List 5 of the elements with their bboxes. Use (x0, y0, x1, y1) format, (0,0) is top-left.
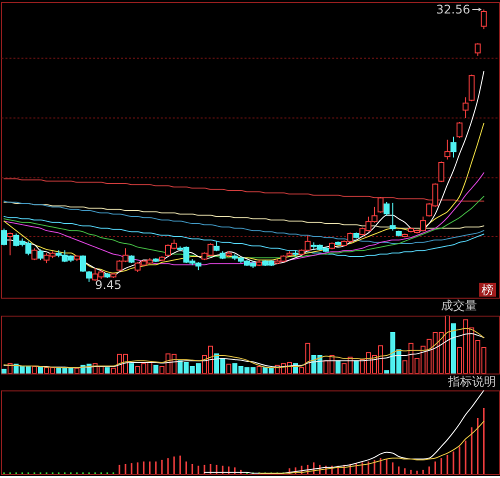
annotation: 9.45 (95, 278, 122, 292)
annotation: 32.56 (436, 2, 470, 16)
chart-title: 指标说明 (447, 374, 496, 388)
annotation: 榜 (482, 282, 494, 297)
chart-title: 成交量 (441, 298, 478, 313)
